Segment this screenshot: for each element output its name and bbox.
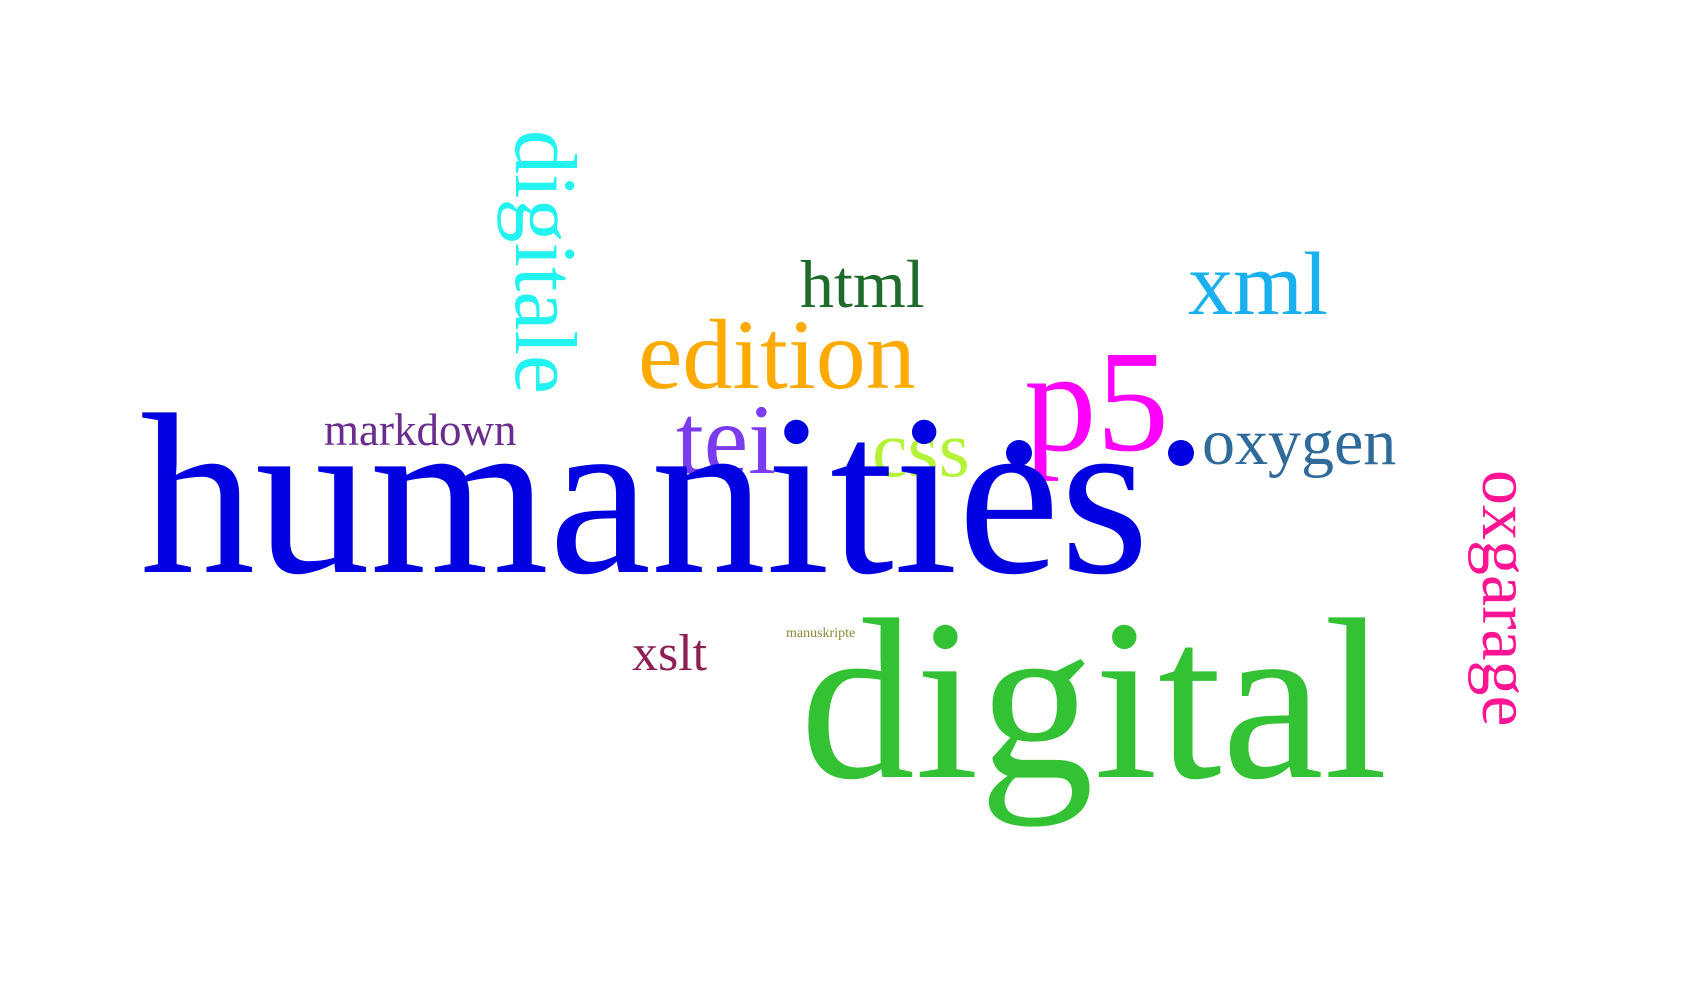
- word-oxgarage: oxgarage: [1467, 470, 1544, 727]
- word-digitale: digitale: [496, 130, 593, 394]
- word-manuskripte: manuskripte: [786, 626, 856, 641]
- word-xml: xml: [1188, 235, 1329, 334]
- word-html: html: [800, 246, 925, 322]
- word-edition: edition: [638, 299, 916, 410]
- word-css: css: [872, 406, 970, 494]
- word-markdown: markdown: [324, 405, 517, 455]
- dot-mark: [1168, 440, 1194, 466]
- word-oxygen: oxygen: [1202, 406, 1397, 479]
- word-xslt: xslt: [632, 625, 708, 682]
- word-humanities: humanities: [140, 367, 1150, 622]
- word-tei: tei: [676, 384, 776, 495]
- dot-mark: [1006, 440, 1032, 466]
- word-digital: digital: [800, 572, 1388, 827]
- word-p5: p5: [1024, 322, 1169, 482]
